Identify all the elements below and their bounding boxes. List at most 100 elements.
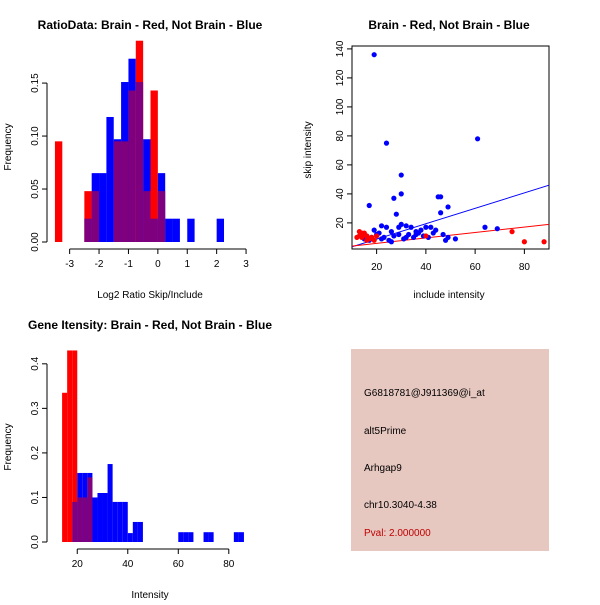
scatter-point-blue <box>388 229 394 235</box>
intensity-bar-blue <box>122 501 128 542</box>
info-background <box>351 349 549 551</box>
ratio-x-tick-label: -2 <box>95 259 104 270</box>
intensity-bar-red <box>72 350 78 542</box>
ratio-axes: -3 -2 -1 0 1 2 3 0.00 0.05 0.10 0.15 <box>30 73 249 270</box>
scatter-point-blue <box>383 224 390 230</box>
intensity-x-tick-label: 40 <box>122 559 134 570</box>
intensity-y-tick-label: 0.4 <box>30 356 41 370</box>
scatter-point-blue <box>445 204 451 210</box>
ratio-bar-blue <box>143 139 151 242</box>
ratio-x-tick-label: 3 <box>243 259 249 270</box>
scatter-point-red <box>361 230 367 236</box>
ratio-xlabel: Log2 Ratio Skip/Include <box>97 290 203 301</box>
ratio-bar-blue <box>106 116 114 242</box>
scatter-point-blue <box>440 231 446 238</box>
ratio-x-tick-label: -3 <box>65 259 74 270</box>
intensity-title: Gene Itensity: Brain - Red, Not Brain - … <box>28 318 272 332</box>
ratio-bar-red <box>84 191 92 242</box>
ratio-bar-blue <box>99 173 107 242</box>
intensity-bar-blue <box>117 501 123 542</box>
ratio-y-tick-label: 0.10 <box>30 126 41 146</box>
intensity-bar-blue <box>188 532 194 542</box>
ratio-bar-blue <box>172 218 180 242</box>
intensity-axes: 20 40 60 80 0.0 0.1 0.2 0.3 0.4 <box>30 356 235 570</box>
intensity-bar-blue <box>97 493 103 542</box>
scatter-point-blue <box>408 224 414 230</box>
scatter-point-blue <box>393 211 399 217</box>
intensity-bar-blue <box>203 532 209 542</box>
intensity-bar-overlap <box>77 497 83 542</box>
ratio-bar-blue <box>165 218 173 242</box>
intensity-bar-blue <box>208 532 214 542</box>
scatter-point-blue <box>494 226 500 232</box>
scatter-point-red <box>541 239 547 245</box>
ratio-bar-overlap <box>150 218 158 242</box>
scatter-y-tick-label: 80 <box>335 130 346 142</box>
scatter-point-blue <box>396 231 402 238</box>
scatter-axes: 20 40 60 80 20 40 60 80 100 120 140 <box>335 40 530 273</box>
ratio-bar-blue <box>187 218 195 242</box>
scatter-title: Brain - Red, Not Brain - Blue <box>368 18 530 32</box>
intensity-bar-red <box>67 350 73 542</box>
scatter-point-red <box>374 233 380 239</box>
ratio-bar-red <box>54 141 63 242</box>
scatter-y-tick-label: 140 <box>335 40 346 57</box>
intensity-x-tick-label: 60 <box>173 559 185 570</box>
scatter-point-blue <box>482 224 488 230</box>
intensity-y-tick-label: 0.1 <box>30 490 41 504</box>
scatter-point-red <box>521 239 527 245</box>
scatter-ylabel: skip intensity <box>303 121 314 178</box>
scatter-point-blue <box>452 236 459 242</box>
scatter-point-blue <box>442 237 449 243</box>
intensity-bar-blue <box>132 521 138 542</box>
intensity-bar-blue <box>238 532 244 542</box>
intensity-bar-blue <box>107 464 113 542</box>
scatter-x-tick-label: 40 <box>420 262 432 273</box>
ratio-bar-overlap <box>143 191 151 242</box>
scatter-point-blue <box>403 234 409 240</box>
info-pvalue: Pval: 2.000000 <box>364 528 431 539</box>
ratio-bar-overlap <box>135 82 144 242</box>
ratio-bars <box>54 40 225 243</box>
scatter-y-tick-label: 40 <box>335 188 346 200</box>
scatter-y-tick-label: 120 <box>335 69 346 86</box>
intensity-y-tick-label: 0.2 <box>30 446 41 460</box>
scatter-x-tick-label: 80 <box>519 262 531 273</box>
scatter-point-blue <box>438 194 444 200</box>
scatter-point-blue <box>378 223 385 229</box>
scatter-point-red <box>359 234 365 240</box>
scatter-point-blue <box>398 172 404 178</box>
scatter-point-blue <box>388 239 394 245</box>
scatter-point-blue <box>371 227 377 233</box>
scatter-point-blue <box>378 236 385 242</box>
scatter-point-red <box>509 229 515 235</box>
intensity-bar-overlap <box>72 501 78 542</box>
ratio-x-tick-label: 1 <box>184 259 190 270</box>
scatter-point-blue <box>413 231 419 238</box>
scatter-y-tick-label: 20 <box>335 217 346 229</box>
scatter-xlabel: include intensity <box>413 290 484 301</box>
ratio-title: RatioData: Brain - Red, Not Brain - Blue <box>38 18 263 32</box>
scatter-point-blue <box>423 224 429 230</box>
info-gene-name: Arhgap9 <box>364 463 402 474</box>
scatter-point-blue <box>438 210 444 216</box>
ratio-bar-red <box>150 90 158 242</box>
scatter-point-blue <box>366 202 372 209</box>
scatter-point-blue <box>474 136 481 142</box>
intensity-bar-overlap <box>82 497 88 542</box>
scatter-point-blue <box>371 52 377 58</box>
info-location: chr10.3040-4.38 <box>364 500 437 511</box>
ratio-histogram: RatioData: Brain - Red, Not Brain - Blue… <box>3 18 263 301</box>
intensity-scatter: Brain - Red, Not Brain - Blue 20 40 60 8020… <box>303 18 550 301</box>
scatter-point-blue <box>428 224 434 230</box>
ratio-bar-overlap <box>121 141 129 242</box>
ratio-bar-overlap <box>84 218 92 242</box>
intensity-x-tick-label: 20 <box>72 559 84 570</box>
ratio-bar-overlap <box>157 191 166 242</box>
scatter-frame <box>351 45 550 250</box>
intensity-x-tick-label: 80 <box>223 559 235 570</box>
ratio-y-tick-label: 0.05 <box>30 179 41 199</box>
intensity-bar-blue <box>183 532 189 542</box>
ratio-ylabel: Frequency <box>3 123 14 170</box>
